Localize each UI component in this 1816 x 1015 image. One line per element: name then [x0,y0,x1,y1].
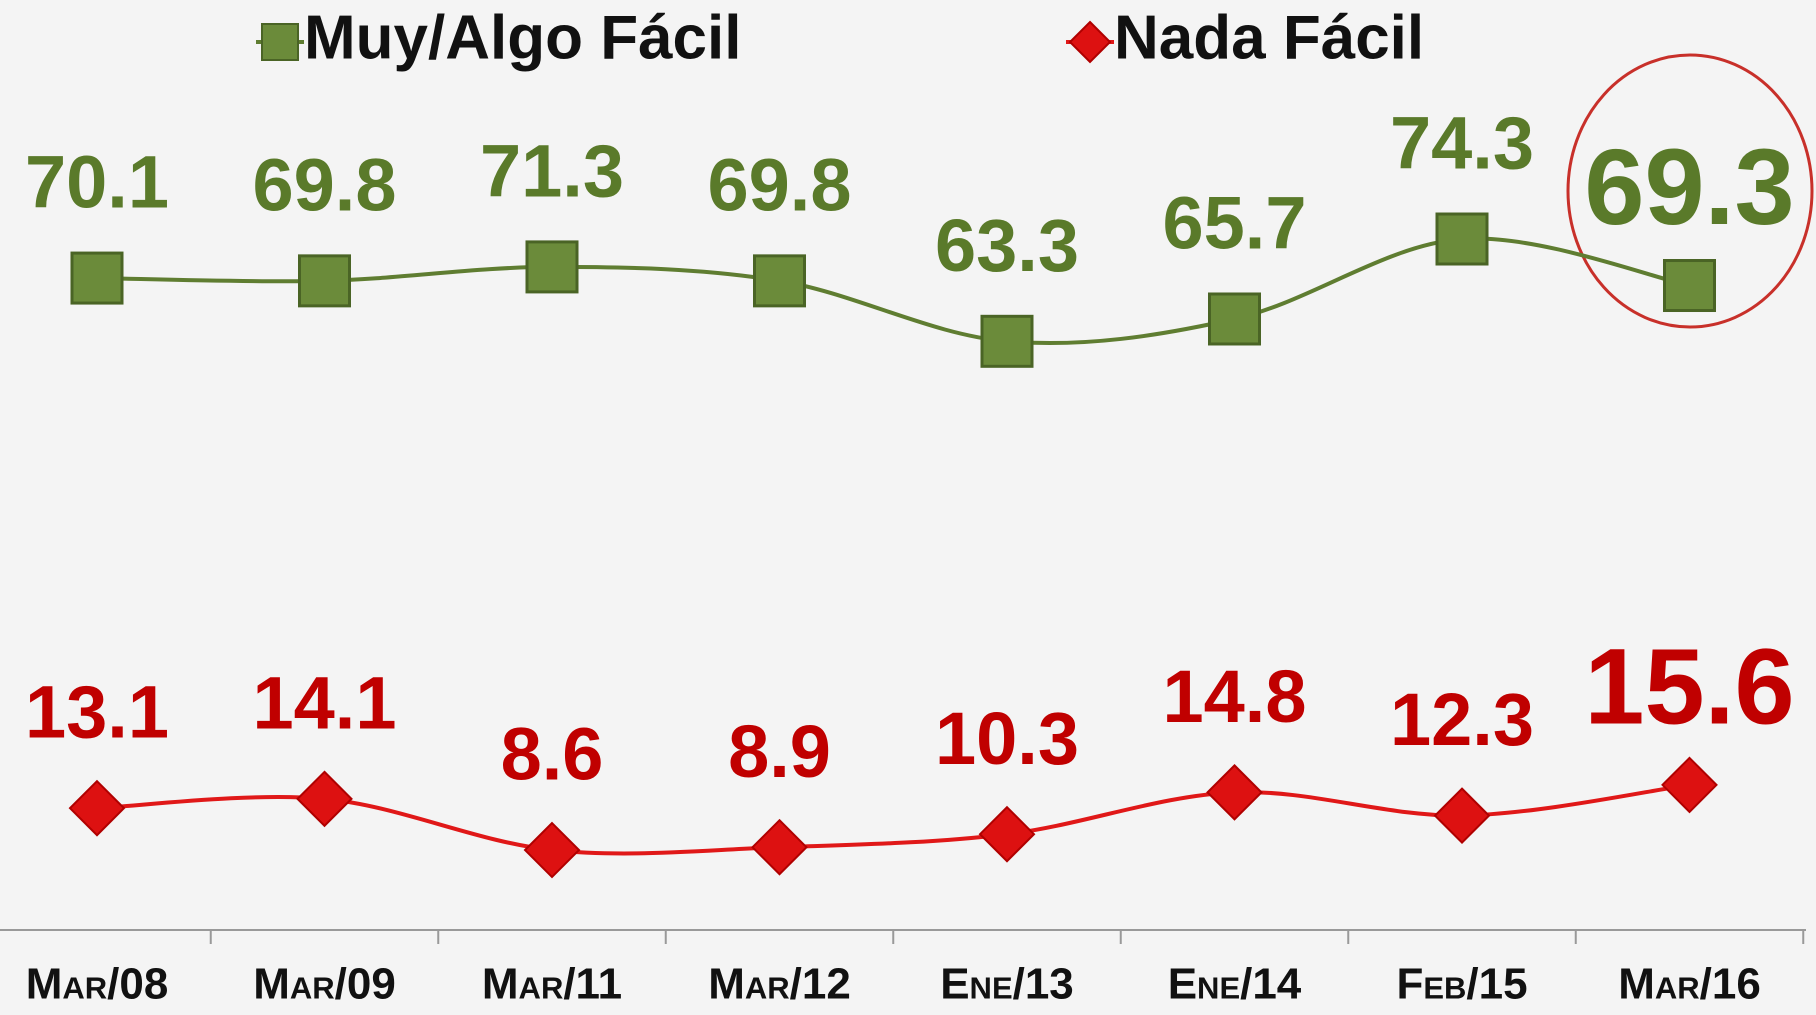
marker [1663,259,1716,313]
highlight-circle [1566,53,1814,329]
marker [1208,292,1261,346]
legend-label: Muy/Algo Fácil [304,3,741,72]
data-label: 71.3 [480,129,624,212]
marker [525,240,579,294]
data-label: 8.6 [501,713,604,796]
marker [753,254,806,308]
data-label: 65.7 [1162,182,1306,265]
marker [751,818,808,876]
series-line [96,236,1690,346]
x-tick-label: Ene/13 [940,960,1074,1009]
x-tick-label: Ene/14 [1168,960,1302,1009]
x-tick-label: Mar/16 [1618,960,1761,1009]
marker [523,821,581,879]
marker [68,779,126,837]
x-tick-label: Mar/11 [482,960,622,1009]
marker [298,254,351,308]
data-label: 15.6 [1584,625,1794,746]
x-tick-label: Mar/08 [26,960,169,1009]
data-label: 69.8 [252,143,396,226]
data-label: 14.1 [252,661,396,744]
marker [978,805,1036,863]
data-label: 74.3 [1390,102,1534,185]
marker [1661,756,1718,814]
data-label: 69.3 [1584,126,1794,247]
marker [70,251,124,305]
x-tick-label: Mar/09 [253,960,396,1009]
data-label: 70.1 [25,141,169,224]
x-tick-label: Mar/12 [708,960,851,1009]
data-label: 10.3 [935,697,1079,780]
legend-marker [261,23,299,61]
legend-label: Nada Fácil [1114,3,1424,72]
data-label: 13.1 [25,671,169,754]
data-label: 69.8 [707,143,851,226]
marker [1435,212,1489,266]
x-tick-label: Feb/15 [1396,960,1527,1009]
marker [296,770,353,828]
data-label: 12.3 [1390,678,1534,761]
data-label: 8.9 [728,710,831,793]
data-label: 14.8 [1162,655,1306,738]
data-label: 63.3 [935,204,1079,287]
legend-marker [1068,20,1112,64]
marker [1206,763,1263,821]
series-line [96,782,1690,856]
marker [980,314,1034,368]
marker [1433,787,1491,845]
